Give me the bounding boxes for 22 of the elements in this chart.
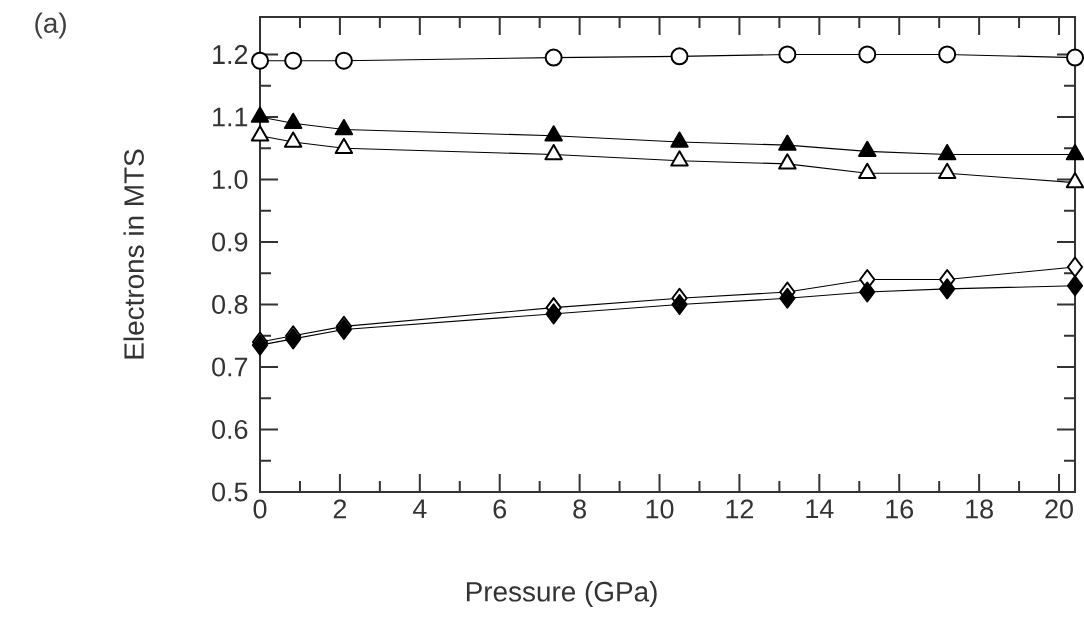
x-tick-label: 2 bbox=[333, 499, 347, 519]
y-tick-label: 1.0 bbox=[213, 169, 248, 190]
y-tick-label: 0.6 bbox=[212, 419, 248, 440]
x-tick-label: 10 bbox=[646, 499, 674, 519]
x-tick-label: 14 bbox=[806, 499, 834, 519]
x-tick-label: 8 bbox=[573, 499, 586, 519]
x-axis-title: Pressure (GPa) bbox=[466, 581, 657, 608]
x-tick-label: 16 bbox=[886, 499, 914, 519]
y-tick-label: 0.7 bbox=[212, 357, 248, 377]
y-tick-label: 0.9 bbox=[212, 232, 248, 252]
text: (a) bbox=[35, 12, 66, 39]
x-tick-label: 0 bbox=[253, 499, 267, 519]
y-tick-label: 0.5 bbox=[212, 482, 248, 502]
x-tick-label: 12 bbox=[726, 499, 754, 519]
y-axis-title: Electrons in MTS bbox=[123, 149, 144, 359]
y-tick-label: 1.2 bbox=[213, 45, 248, 64]
y-tick-label: 1.1 bbox=[213, 107, 248, 127]
x-tick-label: 20 bbox=[1045, 499, 1073, 519]
y-tick-label: 0.8 bbox=[212, 294, 248, 315]
x-tick-label: 18 bbox=[966, 499, 993, 519]
x-tick-label: 6 bbox=[493, 499, 507, 519]
x-tick-label: 4 bbox=[412, 499, 427, 519]
